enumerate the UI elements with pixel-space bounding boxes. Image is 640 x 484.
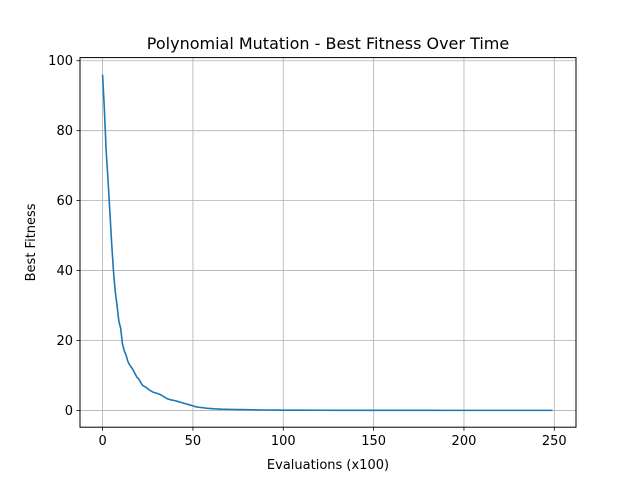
y-tick-label: 20 <box>56 334 73 349</box>
x-tick-label: 100 <box>271 434 296 449</box>
x-axis-label: Evaluations (x100) <box>267 458 389 473</box>
chart-title: Polynomial Mutation - Best Fitness Over … <box>147 34 509 53</box>
y-tick-label: 80 <box>56 124 73 139</box>
x-tick-label: 150 <box>361 434 386 449</box>
y-tick-label: 60 <box>56 194 73 209</box>
tick-layer: 0 50 100 150 200 250 0 20 40 60 80 100 <box>48 54 567 449</box>
y-tick-label: 0 <box>65 404 73 419</box>
y-tick-label: 40 <box>56 264 73 279</box>
line-layer <box>101 74 553 412</box>
y-tick-label: 100 <box>48 54 73 69</box>
x-tick-label: 200 <box>452 434 477 449</box>
plot-frame <box>79 57 577 428</box>
best-fitness-series-line <box>101 74 553 412</box>
grid-layer <box>80 57 576 428</box>
x-tick-label: 250 <box>542 434 567 449</box>
y-axis-label: Best Fitness <box>24 203 39 281</box>
x-tick-label: 0 <box>98 434 106 449</box>
x-tick-label: 50 <box>185 434 202 449</box>
